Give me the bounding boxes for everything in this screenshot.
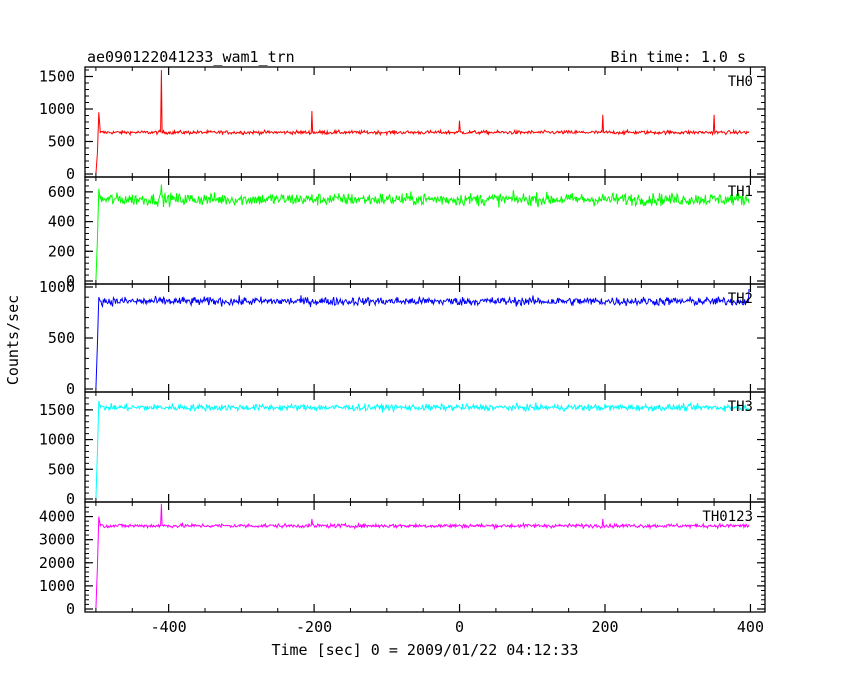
panel-th0123: 0 1000 2000 3000 4000 TH0123: [39, 501, 766, 618]
series-name-th0: TH0: [728, 74, 753, 90]
panel-frame: [84, 176, 766, 285]
y-tick-label: 1000: [39, 577, 75, 595]
y-tick-label: 1500: [39, 68, 75, 86]
series-name-th0123: TH0123: [702, 509, 753, 525]
y-tick-label: 500: [48, 133, 75, 151]
x-tick-label: -400: [151, 618, 187, 636]
y-tick-label: 2000: [39, 554, 75, 572]
y-tick-label: 500: [48, 460, 75, 478]
panel-th1: 0 200 400 600 TH1: [48, 176, 766, 290]
y-tick-label: 4000: [39, 508, 75, 526]
y-tick-label: 1000: [39, 100, 75, 118]
y-tick-label: 1000: [39, 431, 75, 449]
y-tick-label: 500: [48, 329, 75, 347]
panel-th0: 0 500 1000 1500 TH0: [39, 66, 766, 183]
y-tick-label: 1000: [39, 278, 75, 296]
series-line-th0: [95, 69, 750, 175]
y-tick-label: 1500: [39, 401, 75, 419]
panel-frame: [84, 66, 766, 178]
y-tick-label: 0: [66, 380, 75, 398]
series-name-th1: TH1: [728, 184, 753, 200]
y-tick-label: 400: [48, 213, 75, 231]
series-name-th2: TH2: [728, 291, 753, 307]
x-tick-label: 400: [737, 618, 764, 636]
x-axis-label: Time [sec] 0 = 2009/01/22 04:12:33: [271, 641, 578, 659]
y-tick-label: 0: [66, 272, 75, 290]
y-tick-label: 0: [66, 165, 75, 183]
chart-title: ae090122041233_wam1_trn: [87, 48, 295, 66]
bin-time-label: Bin time: 1.0 s: [611, 48, 746, 66]
x-tick-label: 0: [455, 618, 464, 636]
y-tick-label: 3000: [39, 531, 75, 549]
panel-th2: 0 500 1000 TH2: [39, 278, 766, 398]
series-line-th1: [95, 184, 750, 282]
panel-th3: 0 500 1000 1500 TH3: [39, 391, 766, 508]
x-tick-label: 200: [591, 618, 618, 636]
series-line-th0123: [95, 503, 750, 610]
series-name-th3: TH3: [728, 399, 753, 415]
series-line-th3: [95, 400, 750, 500]
y-axis-label: Counts/sec: [4, 295, 22, 385]
x-tick-label: -200: [296, 618, 332, 636]
series-line-th2: [95, 288, 750, 390]
y-tick-label: 0: [66, 600, 75, 618]
y-tick-label: 600: [48, 183, 75, 201]
panel-frame: [84, 501, 766, 613]
y-tick-label: 0: [66, 490, 75, 508]
y-tick-label: 200: [48, 242, 75, 260]
